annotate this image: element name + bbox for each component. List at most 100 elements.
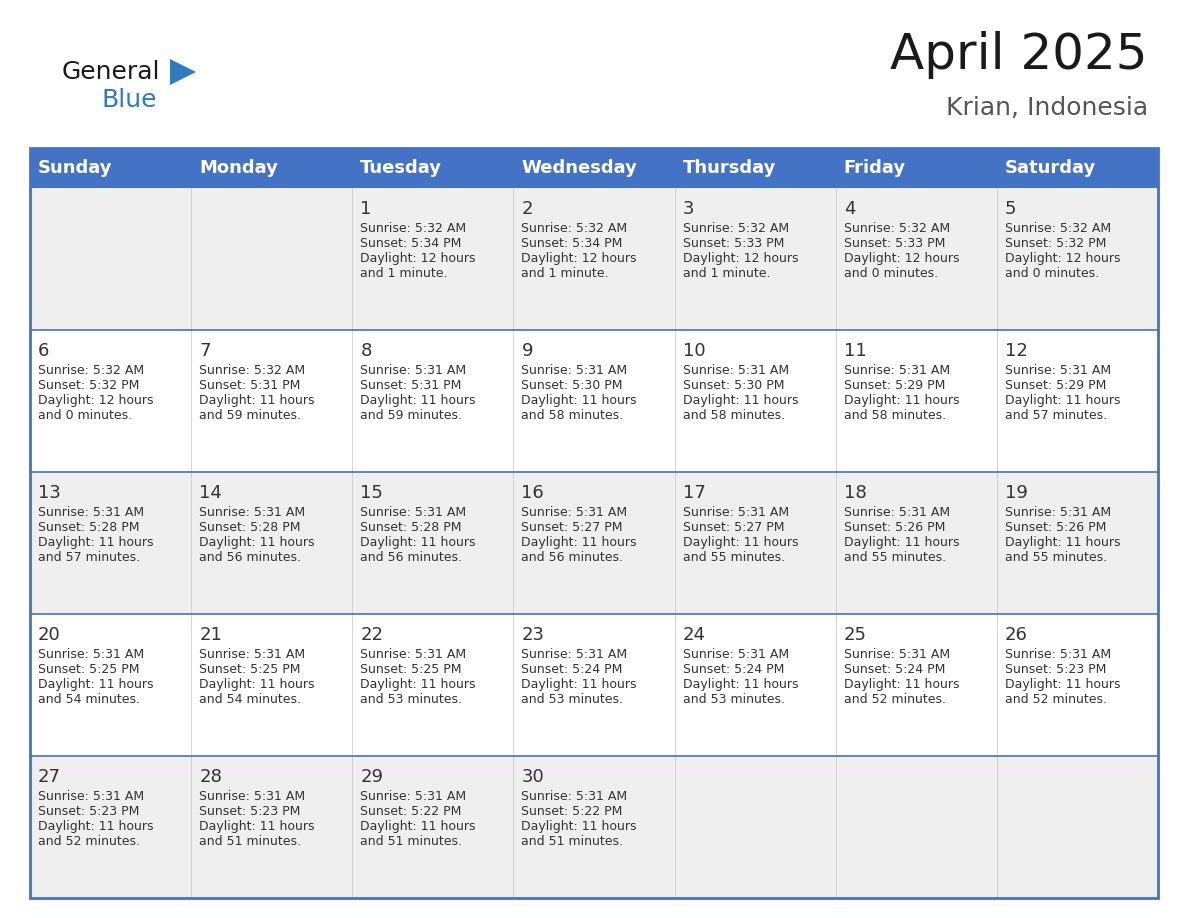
Text: Sunset: 5:23 PM: Sunset: 5:23 PM xyxy=(38,805,139,818)
Text: 22: 22 xyxy=(360,626,384,644)
Text: Sunrise: 5:31 AM: Sunrise: 5:31 AM xyxy=(683,648,789,661)
Text: 7: 7 xyxy=(200,342,210,360)
Text: Daylight: 11 hours: Daylight: 11 hours xyxy=(360,820,475,833)
Bar xyxy=(997,472,1158,614)
Bar xyxy=(30,148,191,188)
Text: 13: 13 xyxy=(38,484,61,502)
Text: Sunset: 5:29 PM: Sunset: 5:29 PM xyxy=(843,379,946,392)
Text: Sunrise: 5:31 AM: Sunrise: 5:31 AM xyxy=(38,790,144,803)
Text: Daylight: 11 hours: Daylight: 11 hours xyxy=(843,394,959,407)
Text: 27: 27 xyxy=(38,768,61,786)
Text: and 56 minutes.: and 56 minutes. xyxy=(360,551,462,564)
Bar xyxy=(997,148,1158,188)
Text: Sunset: 5:31 PM: Sunset: 5:31 PM xyxy=(360,379,462,392)
Text: and 59 minutes.: and 59 minutes. xyxy=(200,409,301,422)
Text: Sunrise: 5:31 AM: Sunrise: 5:31 AM xyxy=(360,648,467,661)
Bar xyxy=(997,756,1158,898)
Text: Sunset: 5:30 PM: Sunset: 5:30 PM xyxy=(522,379,623,392)
Text: Daylight: 12 hours: Daylight: 12 hours xyxy=(683,252,798,265)
Bar xyxy=(513,756,675,898)
Text: 3: 3 xyxy=(683,200,694,218)
Text: Daylight: 11 hours: Daylight: 11 hours xyxy=(1005,678,1120,691)
Text: Sunset: 5:28 PM: Sunset: 5:28 PM xyxy=(38,521,139,534)
Text: Sunset: 5:26 PM: Sunset: 5:26 PM xyxy=(1005,521,1106,534)
Text: Daylight: 12 hours: Daylight: 12 hours xyxy=(1005,252,1120,265)
Text: 14: 14 xyxy=(200,484,222,502)
Text: Sunrise: 5:31 AM: Sunrise: 5:31 AM xyxy=(522,648,627,661)
Text: Sunrise: 5:31 AM: Sunrise: 5:31 AM xyxy=(843,506,950,519)
Text: and 54 minutes.: and 54 minutes. xyxy=(38,693,140,706)
Text: and 52 minutes.: and 52 minutes. xyxy=(1005,693,1107,706)
Bar xyxy=(835,756,997,898)
Text: Sunrise: 5:31 AM: Sunrise: 5:31 AM xyxy=(843,364,950,377)
Bar xyxy=(353,756,513,898)
Text: 20: 20 xyxy=(38,626,61,644)
Bar xyxy=(675,148,835,188)
Text: 19: 19 xyxy=(1005,484,1028,502)
Bar xyxy=(353,330,513,472)
Bar xyxy=(30,188,191,330)
Bar xyxy=(30,148,1158,898)
Text: Sunday: Sunday xyxy=(38,159,113,177)
Text: Monday: Monday xyxy=(200,159,278,177)
Text: 8: 8 xyxy=(360,342,372,360)
Text: General: General xyxy=(62,60,160,84)
Text: and 1 minute.: and 1 minute. xyxy=(522,267,609,280)
Text: 23: 23 xyxy=(522,626,544,644)
Text: Wednesday: Wednesday xyxy=(522,159,637,177)
Text: Daylight: 12 hours: Daylight: 12 hours xyxy=(360,252,475,265)
Bar xyxy=(835,330,997,472)
Text: Daylight: 11 hours: Daylight: 11 hours xyxy=(360,536,475,549)
Text: Sunset: 5:25 PM: Sunset: 5:25 PM xyxy=(360,663,462,676)
Bar xyxy=(675,614,835,756)
Bar xyxy=(835,472,997,614)
Bar xyxy=(675,330,835,472)
Text: Daylight: 11 hours: Daylight: 11 hours xyxy=(522,536,637,549)
Bar xyxy=(191,188,353,330)
Bar xyxy=(997,188,1158,330)
Text: 17: 17 xyxy=(683,484,706,502)
Bar xyxy=(353,472,513,614)
Bar xyxy=(835,188,997,330)
Text: Daylight: 12 hours: Daylight: 12 hours xyxy=(843,252,959,265)
Text: Sunrise: 5:31 AM: Sunrise: 5:31 AM xyxy=(38,648,144,661)
Text: Sunset: 5:33 PM: Sunset: 5:33 PM xyxy=(683,237,784,250)
Text: and 57 minutes.: and 57 minutes. xyxy=(1005,409,1107,422)
Text: and 56 minutes.: and 56 minutes. xyxy=(200,551,301,564)
Text: 16: 16 xyxy=(522,484,544,502)
Text: Sunrise: 5:32 AM: Sunrise: 5:32 AM xyxy=(360,222,467,235)
Text: Sunrise: 5:32 AM: Sunrise: 5:32 AM xyxy=(522,222,627,235)
Text: 5: 5 xyxy=(1005,200,1017,218)
Text: Daylight: 11 hours: Daylight: 11 hours xyxy=(683,394,798,407)
Bar xyxy=(191,330,353,472)
Text: Sunset: 5:25 PM: Sunset: 5:25 PM xyxy=(200,663,301,676)
Text: Daylight: 11 hours: Daylight: 11 hours xyxy=(683,678,798,691)
Text: Sunrise: 5:32 AM: Sunrise: 5:32 AM xyxy=(38,364,144,377)
Text: Sunset: 5:27 PM: Sunset: 5:27 PM xyxy=(683,521,784,534)
Text: Krian, Indonesia: Krian, Indonesia xyxy=(946,96,1148,120)
Text: Sunset: 5:34 PM: Sunset: 5:34 PM xyxy=(360,237,462,250)
Text: Sunset: 5:24 PM: Sunset: 5:24 PM xyxy=(683,663,784,676)
Text: Sunrise: 5:31 AM: Sunrise: 5:31 AM xyxy=(522,364,627,377)
Text: 25: 25 xyxy=(843,626,867,644)
Text: Daylight: 11 hours: Daylight: 11 hours xyxy=(1005,394,1120,407)
Bar xyxy=(675,756,835,898)
Text: and 58 minutes.: and 58 minutes. xyxy=(683,409,785,422)
Text: and 51 minutes.: and 51 minutes. xyxy=(200,835,301,848)
Text: Sunset: 5:28 PM: Sunset: 5:28 PM xyxy=(200,521,301,534)
Text: Daylight: 11 hours: Daylight: 11 hours xyxy=(38,678,153,691)
Text: 11: 11 xyxy=(843,342,866,360)
Text: 10: 10 xyxy=(683,342,706,360)
Text: Tuesday: Tuesday xyxy=(360,159,442,177)
Polygon shape xyxy=(170,59,196,85)
Text: Sunrise: 5:31 AM: Sunrise: 5:31 AM xyxy=(200,648,305,661)
Text: Daylight: 11 hours: Daylight: 11 hours xyxy=(522,678,637,691)
Bar xyxy=(997,330,1158,472)
Text: and 0 minutes.: and 0 minutes. xyxy=(1005,267,1099,280)
Text: 12: 12 xyxy=(1005,342,1028,360)
Text: and 58 minutes.: and 58 minutes. xyxy=(843,409,946,422)
Text: Sunset: 5:23 PM: Sunset: 5:23 PM xyxy=(200,805,301,818)
Bar xyxy=(191,472,353,614)
Text: Sunset: 5:34 PM: Sunset: 5:34 PM xyxy=(522,237,623,250)
Text: Daylight: 11 hours: Daylight: 11 hours xyxy=(38,536,153,549)
